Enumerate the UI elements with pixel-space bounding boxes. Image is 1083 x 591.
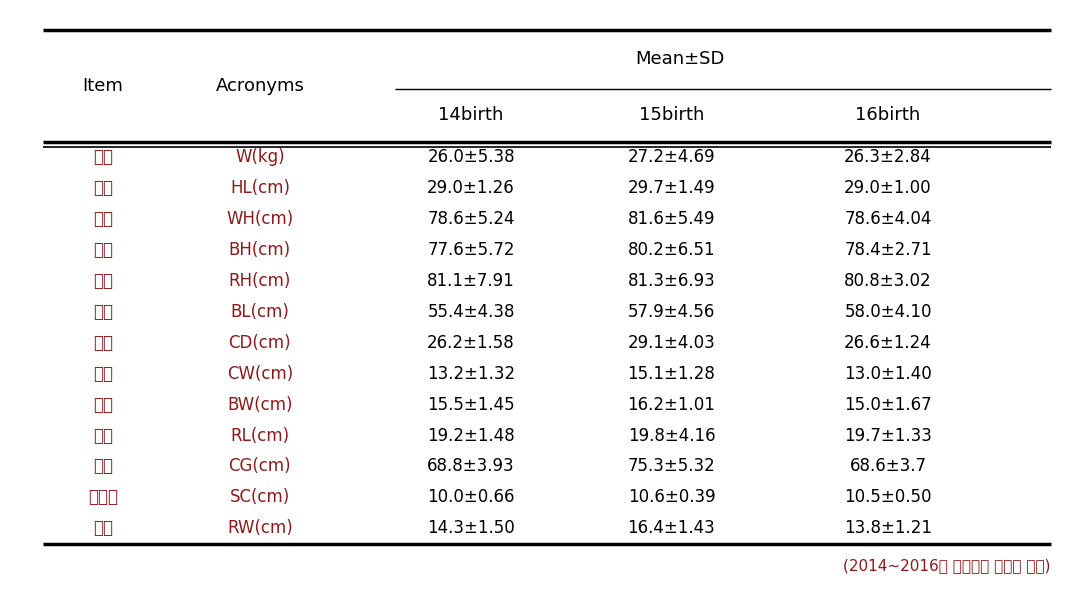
Text: RW(cm): RW(cm) xyxy=(227,519,292,537)
Text: 13.0±1.40: 13.0±1.40 xyxy=(844,365,932,383)
Text: 16.4±1.43: 16.4±1.43 xyxy=(627,519,716,537)
Text: Acronyms: Acronyms xyxy=(216,77,304,95)
Text: BH(cm): BH(cm) xyxy=(229,241,291,259)
Text: 15birth: 15birth xyxy=(639,106,704,124)
Text: 흥폭: 흥폭 xyxy=(93,365,113,383)
Text: HL(cm): HL(cm) xyxy=(230,179,290,197)
Text: 75.3±5.32: 75.3±5.32 xyxy=(627,457,716,475)
Text: 흥위: 흥위 xyxy=(93,457,113,475)
Text: 26.3±2.84: 26.3±2.84 xyxy=(844,148,932,166)
Text: 15.1±1.28: 15.1±1.28 xyxy=(627,365,716,383)
Text: 29.7±1.49: 29.7±1.49 xyxy=(628,179,715,197)
Text: BL(cm): BL(cm) xyxy=(231,303,289,321)
Text: 15.5±1.45: 15.5±1.45 xyxy=(428,395,514,414)
Text: 14birth: 14birth xyxy=(439,106,504,124)
Text: 전관위: 전관위 xyxy=(88,488,118,506)
Text: CG(cm): CG(cm) xyxy=(229,457,291,475)
Text: 19.7±1.33: 19.7±1.33 xyxy=(844,427,932,444)
Text: RL(cm): RL(cm) xyxy=(231,427,289,444)
Text: 고장: 고장 xyxy=(93,427,113,444)
Text: 26.2±1.58: 26.2±1.58 xyxy=(427,334,516,352)
Text: 16birth: 16birth xyxy=(856,106,921,124)
Text: BW(cm): BW(cm) xyxy=(227,395,292,414)
Text: 흥심: 흥심 xyxy=(93,334,113,352)
Text: CD(cm): CD(cm) xyxy=(229,334,291,352)
Text: Mean±SD: Mean±SD xyxy=(635,50,725,68)
Text: Item: Item xyxy=(82,77,123,95)
Text: 체고: 체고 xyxy=(93,210,113,228)
Text: 10.6±0.39: 10.6±0.39 xyxy=(628,488,715,506)
Text: WH(cm): WH(cm) xyxy=(226,210,293,228)
Text: 26.0±5.38: 26.0±5.38 xyxy=(428,148,514,166)
Text: RH(cm): RH(cm) xyxy=(229,272,291,290)
Text: 19.2±1.48: 19.2±1.48 xyxy=(427,427,516,444)
Text: 55.4±4.38: 55.4±4.38 xyxy=(428,303,514,321)
Text: W(kg): W(kg) xyxy=(235,148,285,166)
Text: 77.6±5.72: 77.6±5.72 xyxy=(428,241,514,259)
Text: 10.0±0.66: 10.0±0.66 xyxy=(428,488,514,506)
Text: 81.1±7.91: 81.1±7.91 xyxy=(427,272,516,290)
Text: 57.9±4.56: 57.9±4.56 xyxy=(628,303,715,321)
Text: 58.0±4.10: 58.0±4.10 xyxy=(845,303,931,321)
Text: 81.3±6.93: 81.3±6.93 xyxy=(627,272,716,290)
Text: CW(cm): CW(cm) xyxy=(226,365,293,383)
Text: 10.5±0.50: 10.5±0.50 xyxy=(845,488,931,506)
Text: 곳폭: 곳폭 xyxy=(93,519,113,537)
Text: (2014~2016년 연말평가 데이터 누적): (2014~2016년 연말평가 데이터 누적) xyxy=(843,558,1051,573)
Text: SC(cm): SC(cm) xyxy=(230,488,290,506)
Text: 체장: 체장 xyxy=(93,303,113,321)
Text: 29.1±4.03: 29.1±4.03 xyxy=(627,334,716,352)
Text: 13.2±1.32: 13.2±1.32 xyxy=(427,365,516,383)
Text: 요폭: 요폭 xyxy=(93,395,113,414)
Text: 78.6±4.04: 78.6±4.04 xyxy=(845,210,931,228)
Text: 80.8±3.02: 80.8±3.02 xyxy=(845,272,931,290)
Text: 26.6±1.24: 26.6±1.24 xyxy=(844,334,932,352)
Text: 29.0±1.26: 29.0±1.26 xyxy=(427,179,516,197)
Text: 15.0±1.67: 15.0±1.67 xyxy=(845,395,931,414)
Text: 78.4±2.71: 78.4±2.71 xyxy=(845,241,931,259)
Text: 16.2±1.01: 16.2±1.01 xyxy=(627,395,716,414)
Text: 19.8±4.16: 19.8±4.16 xyxy=(628,427,715,444)
Text: 81.6±5.49: 81.6±5.49 xyxy=(628,210,715,228)
Text: 배고: 배고 xyxy=(93,241,113,259)
Text: 고고: 고고 xyxy=(93,272,113,290)
Text: 68.6±3.7: 68.6±3.7 xyxy=(849,457,927,475)
Text: 80.2±6.51: 80.2±6.51 xyxy=(628,241,715,259)
Text: 27.2±4.69: 27.2±4.69 xyxy=(628,148,715,166)
Text: 68.8±3.93: 68.8±3.93 xyxy=(428,457,514,475)
Text: 체중: 체중 xyxy=(93,148,113,166)
Text: 두장: 두장 xyxy=(93,179,113,197)
Text: 29.0±1.00: 29.0±1.00 xyxy=(845,179,931,197)
Text: 13.8±1.21: 13.8±1.21 xyxy=(844,519,932,537)
Text: 14.3±1.50: 14.3±1.50 xyxy=(427,519,516,537)
Text: 78.6±5.24: 78.6±5.24 xyxy=(428,210,514,228)
